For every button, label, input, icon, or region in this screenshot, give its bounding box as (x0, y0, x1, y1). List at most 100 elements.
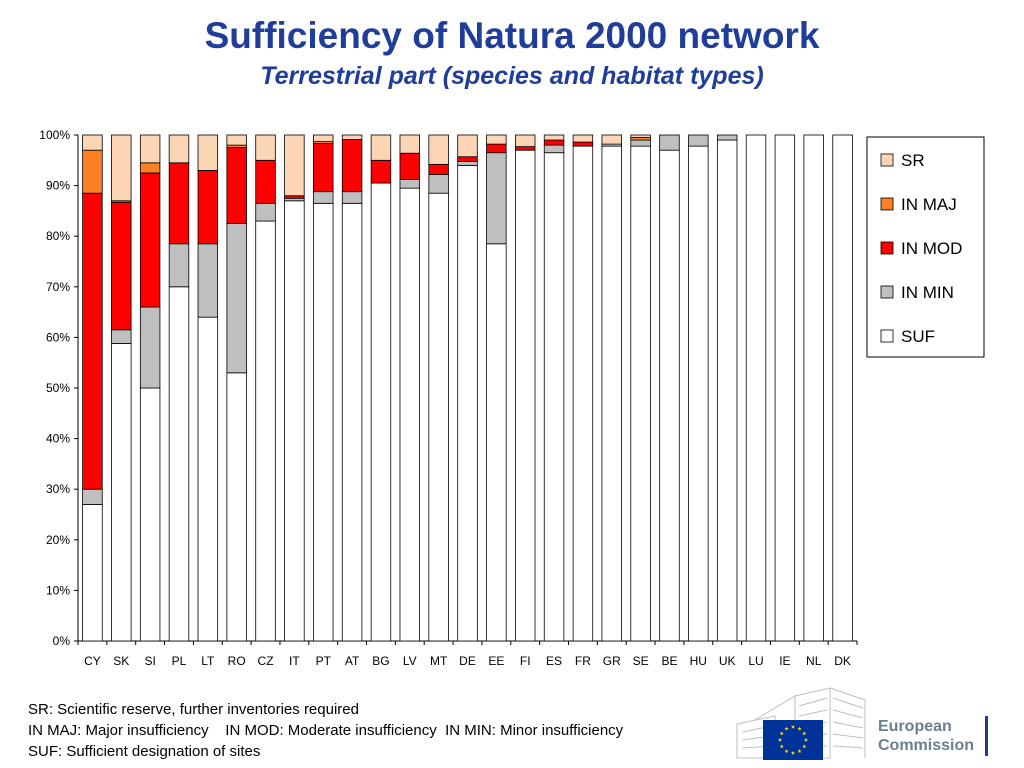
bar-segment-sr-fr (572, 134, 594, 143)
x-tick-label: AT (345, 654, 360, 668)
bar-segment-suf-cy (82, 503, 103, 642)
bar-segment-in-min-pl (168, 243, 190, 288)
y-tick-label: 0% (53, 634, 71, 648)
bar-segment-sr-es (543, 134, 565, 141)
eu-stars-icon (777, 724, 809, 755)
x-tick-label: SK (113, 654, 129, 668)
note-line-suf: SUF: Sufficient designation of sites (28, 743, 261, 760)
bar-segment-in-min-uk (716, 134, 738, 141)
x-tick-label: CY (84, 654, 101, 668)
x-tick-label: UK (719, 654, 736, 668)
logo-wordmark: European Commission (878, 717, 974, 755)
bar-segment-in-min-be (659, 134, 680, 151)
bar-segment-suf-dk (832, 134, 853, 642)
bar-segment-sr-lv (399, 134, 421, 154)
legend-label-in-mod: IN MOD (901, 239, 962, 258)
eu-star-icon (779, 731, 784, 736)
eu-star-icon (790, 750, 796, 755)
bar-segment-suf-lt (197, 316, 219, 642)
bar-segment-in-min-at (341, 191, 363, 204)
bar-segment-in-mod-ee (486, 143, 507, 154)
bar-segment-suf-gr (601, 145, 622, 642)
bar-segment-sr-pl (168, 134, 190, 164)
x-tick-label: EE (488, 654, 504, 668)
y-tick-label: 90% (46, 179, 70, 193)
bar-segment-suf-de (457, 164, 478, 642)
eu-star-icon (784, 726, 789, 731)
y-tick-label: 60% (46, 330, 70, 344)
bar-segment-sr-ro (226, 134, 247, 146)
bar-segment-in-min-si (139, 306, 161, 389)
bar-segment-suf-ro (226, 372, 247, 642)
legend-label-suf: SUF (901, 327, 935, 346)
bar-segment-in-maj-si (139, 162, 161, 174)
x-tick-label: DE (459, 654, 476, 668)
eu-star-icon (779, 744, 784, 749)
legend-label-sr: SR (901, 151, 925, 170)
bar-segment-in-mod-bg (370, 159, 392, 184)
bar-segment-in-maj-cy (82, 149, 103, 194)
x-tick-label: SI (144, 654, 155, 668)
x-tick-label: SE (633, 654, 649, 668)
bar-segment-in-min-es (543, 144, 565, 154)
bar-segment-in-min-de (457, 160, 478, 166)
note-line-sr: SR: Scientific reserve, further inventor… (28, 701, 359, 718)
legend-swatch-in-mod (880, 241, 894, 255)
x-tick-label: CZ (258, 654, 274, 668)
stacked-bar-chart: 0% 10% 20% 30% 40% 50% 60% 70% 80% 90% 100% CY SK SI P… (39, 128, 985, 668)
bar-segment-in-mod-cz (255, 159, 276, 204)
european-commission-logo (736, 687, 866, 760)
bar-segment-in-min-lt (197, 243, 219, 318)
bar-segment-suf-lu (745, 134, 767, 642)
bar-segment-in-mod-si (139, 172, 161, 308)
bar-segment-suf-at (341, 202, 363, 642)
bar-segment-in-mod-mt (428, 163, 449, 175)
bar-segment-in-mod-sk (111, 201, 132, 331)
abbreviation-notes: SR: Scientific reserve, further inventor… (28, 699, 623, 762)
bar-segment-sr-lt (197, 134, 219, 171)
bar-segment-in-mod-cy (82, 192, 103, 490)
bar-segment-suf-cz (255, 220, 276, 642)
bar-segment-in-mod-fi (514, 146, 536, 151)
bar-segment-in-min-mt (428, 174, 449, 194)
note-line-insufficiency: IN MAJ: Major insufficiency IN MOD: Mode… (28, 722, 624, 739)
x-tick-label: MT (430, 654, 448, 668)
bar-segment-suf-ee (486, 243, 507, 642)
bar-segment-sr-at (341, 134, 363, 140)
bar-segment-suf-uk (716, 139, 738, 642)
y-tick-label: 50% (46, 381, 70, 395)
bar-segment-suf-es (543, 152, 565, 642)
bar-segment-in-mod-pl (168, 162, 190, 245)
logo-line-european: European (878, 718, 952, 735)
x-tick-label: FR (575, 654, 591, 668)
x-tick-label: ES (546, 654, 562, 668)
bar-segment-suf-fr (572, 145, 594, 642)
x-tick-label: PL (172, 654, 187, 668)
bar-segment-suf-bg (370, 182, 392, 642)
bar-segment-in-min-sk (111, 329, 132, 344)
legend-swatch-suf (880, 329, 894, 343)
eu-star-icon (797, 726, 802, 731)
bar-segment-in-min-lv (399, 179, 421, 189)
x-tick-label: LU (748, 654, 763, 668)
legend-swatch-in-maj (880, 197, 894, 211)
logo-line-commission: Commission (878, 737, 975, 754)
bar-segment-in-min-ee (486, 152, 507, 245)
bar-segment-sr-de (457, 134, 478, 158)
bar-segment-suf-sk (111, 343, 132, 642)
bar-segment-in-mod-lv (399, 152, 421, 180)
x-tick-label: IE (779, 654, 790, 668)
y-tick-label: 100% (39, 128, 70, 142)
y-tick-label: 20% (46, 533, 70, 547)
eu-star-icon (777, 737, 783, 742)
bar-segment-sr-sk (111, 134, 132, 202)
y-tick-label: 10% (46, 583, 70, 597)
bar-segment-in-mod-de (457, 156, 478, 162)
bar-segment-in-min-cz (255, 202, 276, 222)
bar-segment-sr-se (630, 134, 651, 138)
bar-segment-in-min-se (630, 139, 651, 147)
x-tick-label: LV (403, 654, 417, 668)
x-tick-label: DK (834, 654, 851, 668)
bar-segment-in-mod-es (543, 139, 565, 146)
bar-segment-sr-pt (313, 134, 334, 142)
